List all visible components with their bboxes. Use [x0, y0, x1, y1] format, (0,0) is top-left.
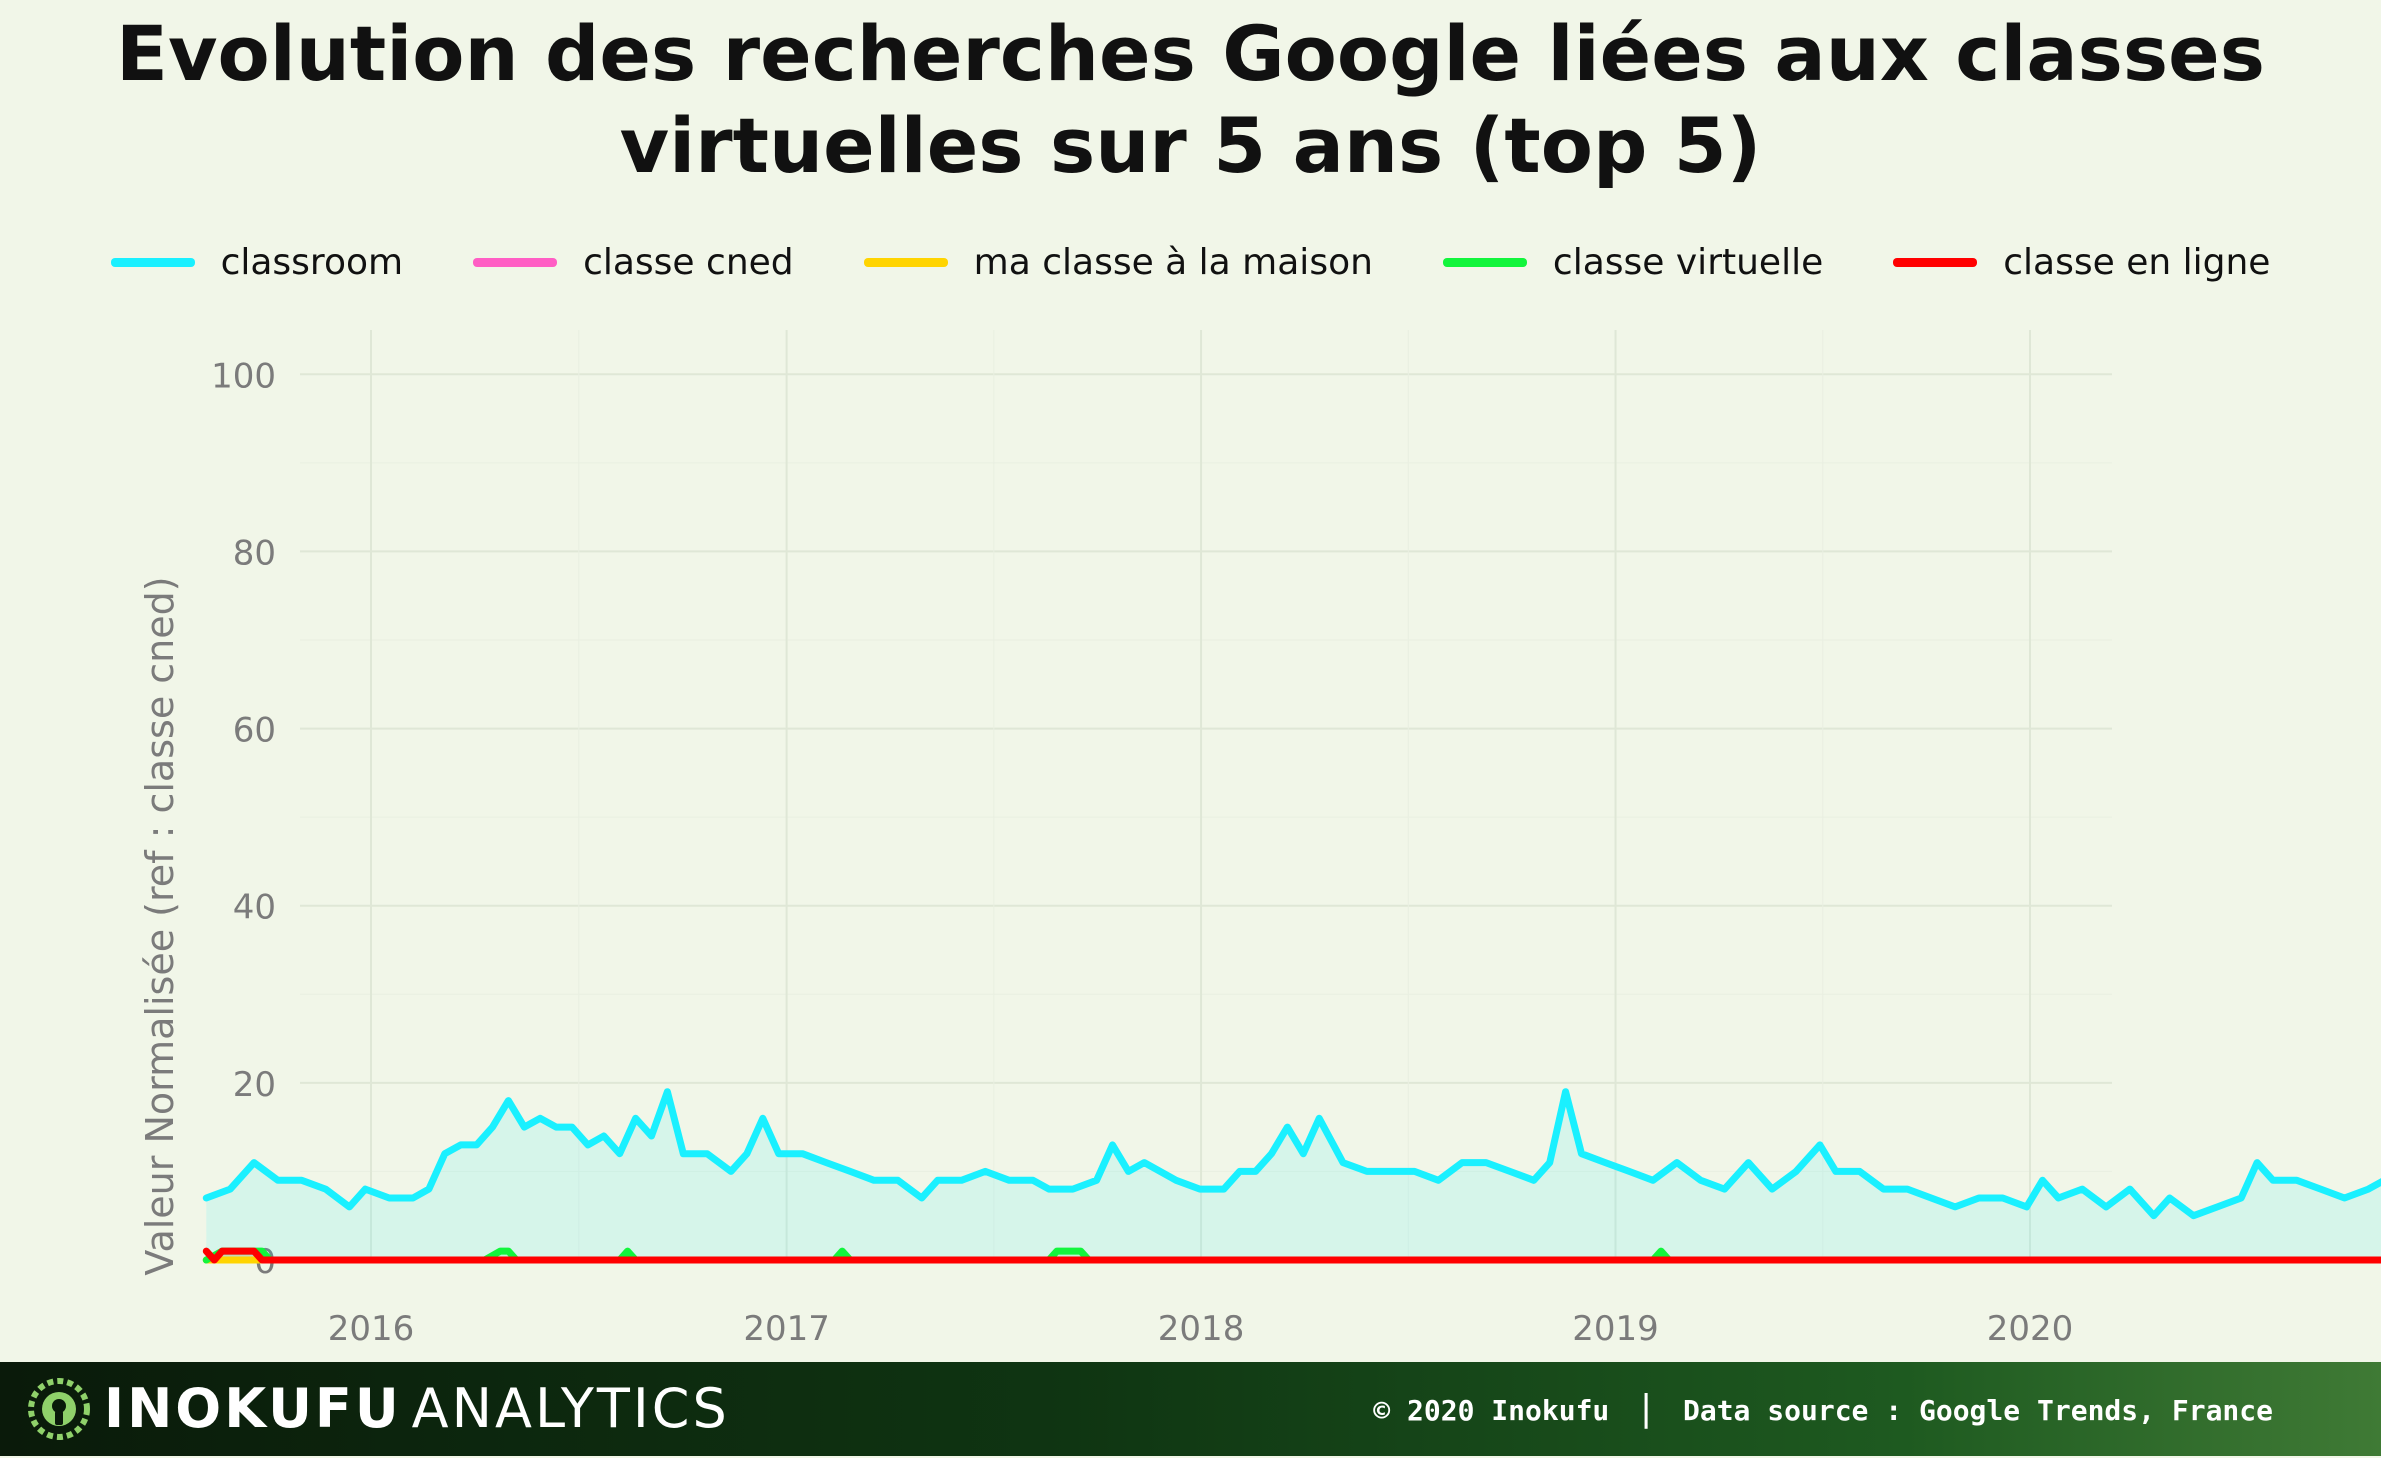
- y-tick-label: 80: [233, 533, 276, 573]
- brand-logotype: INOKUFU ANALYTICS: [104, 1376, 730, 1442]
- legend-item-classroom: classroom: [110, 241, 404, 283]
- inokufu-logo-icon: [28, 1378, 90, 1440]
- y-tick-label: 20: [233, 1065, 276, 1105]
- data-source-text: Data source : Google Trends, France: [1682, 1394, 2273, 1427]
- y-tick-label: 100: [211, 356, 276, 396]
- brand-subtitle: ANALYTICS: [411, 1377, 730, 1440]
- legend-swatch-ma-classe-a-la-maison: [863, 257, 948, 267]
- footer-separator: |: [1635, 1388, 1657, 1429]
- x-tick-label: 2017: [743, 1309, 830, 1349]
- x-tick-label: 2019: [1572, 1309, 1659, 1349]
- series-line-classe-virtuelle: [202, 1247, 2381, 1264]
- series-line-classroom: [202, 1088, 2381, 1220]
- chart-legend: classroom classe cned ma classe à la mai…: [0, 232, 2381, 292]
- brand-name: INOKUFU: [104, 1377, 402, 1440]
- legend-label-classe-virtuelle: classe virtuelle: [1552, 241, 1824, 283]
- footer-bar: INOKUFU ANALYTICS © 2020 Inokufu | Data sou…: [0, 1362, 2381, 1456]
- legend-swatch-classroom: [110, 257, 195, 267]
- legend-item-classe-en-ligne: classe en ligne: [1893, 242, 2270, 283]
- legend-label-classe-en-ligne: classe en ligne: [2003, 241, 2271, 283]
- legend-item-classe-virtuelle: classe virtuelle: [1442, 241, 1824, 283]
- x-tick-label: 2016: [328, 1309, 415, 1349]
- x-tick-label: 2020: [1987, 1309, 2074, 1349]
- y-tick-label: 40: [233, 888, 276, 928]
- legend-item-ma-classe-a-la-maison: ma classe à la maison: [863, 241, 1373, 283]
- chart-title-line-2: virtuelles sur 5 ans (top 5): [619, 101, 1762, 190]
- series-line-classe-en-ligne: [202, 1247, 2381, 1264]
- legend-label-classroom: classroom: [220, 241, 404, 283]
- legend-swatch-classe-en-ligne: [1893, 257, 1978, 267]
- legend-swatch-classe-virtuelle: [1442, 257, 1527, 267]
- footer-credits: © 2020 Inokufu | Data source : Google Tren…: [1373, 1362, 2273, 1456]
- legend-item-classe-cned: classe cned: [473, 242, 794, 283]
- legend-swatch-classe-cned: [473, 257, 558, 267]
- copyright-text: © 2020 Inokufu: [1373, 1394, 1610, 1427]
- y-tick-label: 60: [233, 711, 276, 751]
- y-axis-label: Valeur Normalisée (ref : classe cned): [138, 576, 182, 1276]
- x-tick-label: 2018: [1158, 1309, 1245, 1349]
- series-area-classroom: [206, 1091, 2381, 1260]
- legend-label-ma-classe-a-la-maison: ma classe à la maison: [973, 241, 1373, 283]
- chart-title: Evolution des recherches Google liées au…: [0, 0, 2381, 192]
- chart-title-line-1: Evolution des recherches Google liées au…: [116, 9, 2265, 98]
- legend-label-classe-cned: classe cned: [583, 241, 794, 283]
